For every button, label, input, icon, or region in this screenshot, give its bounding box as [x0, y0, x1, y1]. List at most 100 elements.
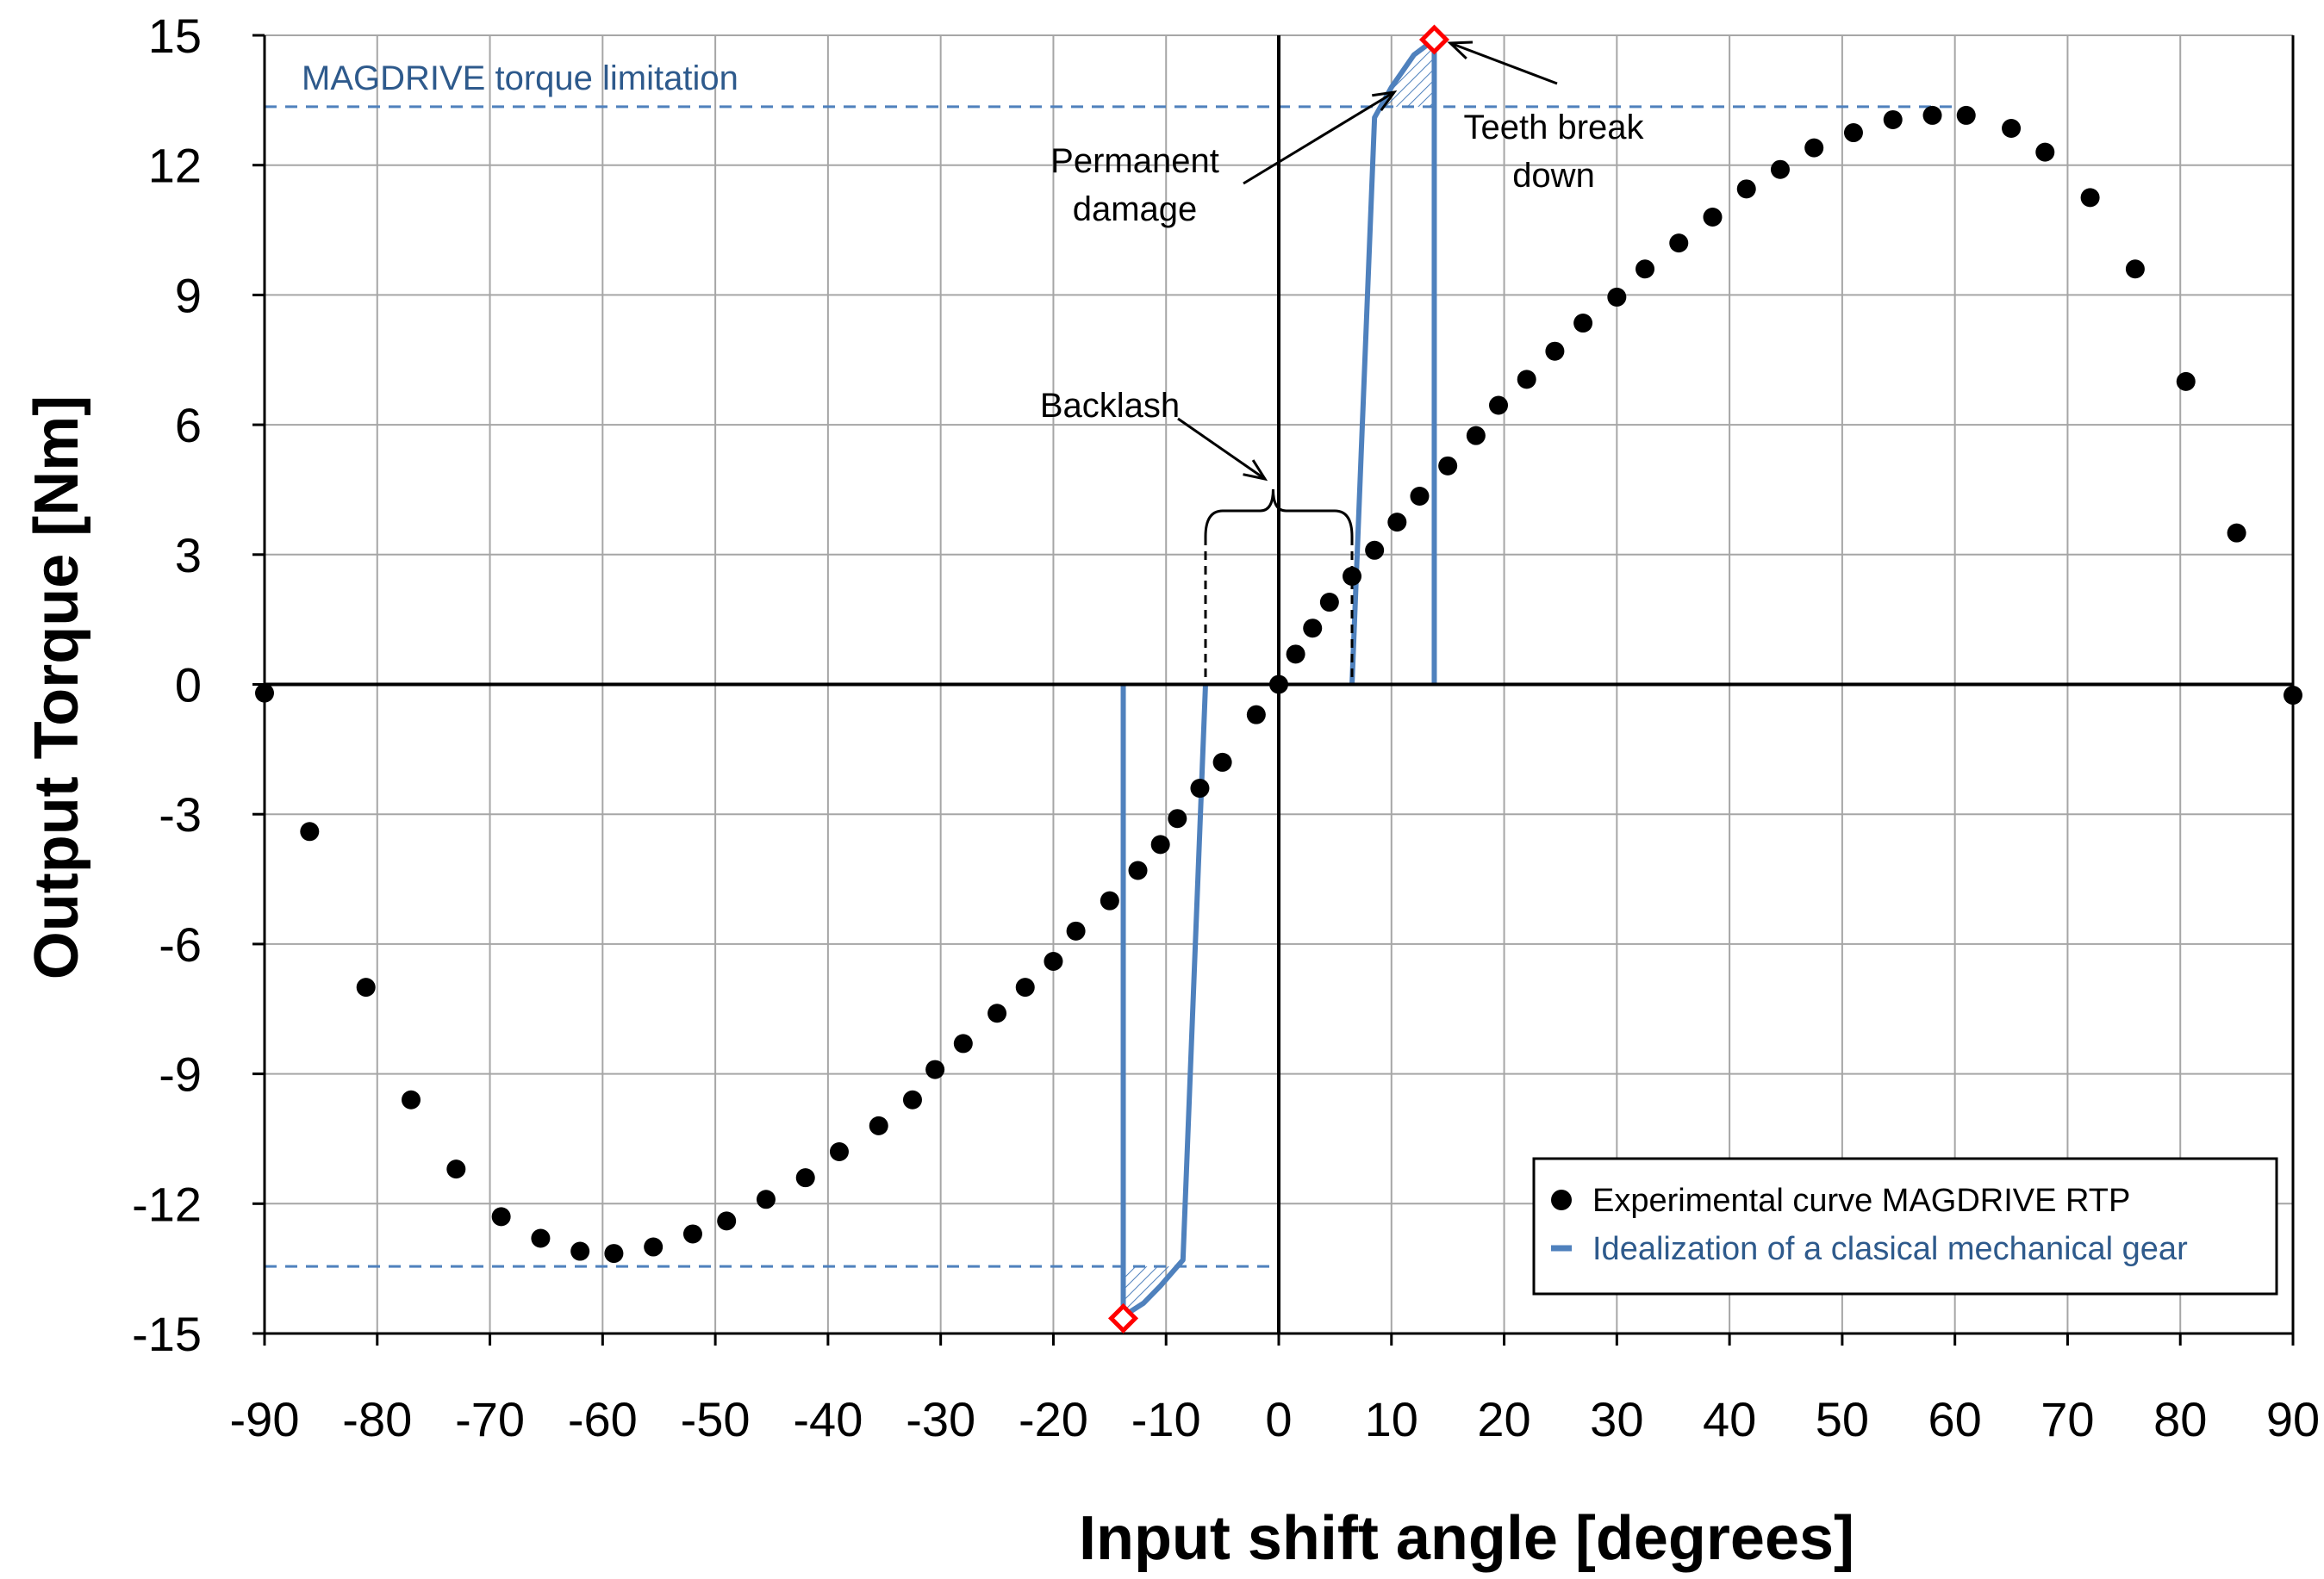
data-point [1286, 644, 1305, 664]
teeth-break-arrow-head [1447, 40, 1474, 60]
data-point [491, 1207, 511, 1227]
data-point [1804, 138, 1824, 158]
data-point [2284, 686, 2302, 706]
data-point [1015, 978, 1035, 998]
backlash-brace [1204, 488, 1354, 538]
x-tick-label: -10 [1131, 1392, 1201, 1446]
ideal-curve-segment-2 [1120, 684, 1208, 1319]
legend-marker-experimental [1551, 1190, 1572, 1210]
data-point [1438, 456, 1458, 476]
x-tick-label: 60 [1928, 1392, 1982, 1446]
data-point [1922, 105, 1942, 125]
data-point [1212, 752, 1232, 772]
break-point-marker [1107, 1302, 1139, 1333]
data-point [1387, 513, 1407, 532]
data-point [1100, 891, 1119, 911]
x-tick-label: -30 [906, 1392, 975, 1446]
data-point [1883, 109, 1903, 129]
y-tick-label: 0 [175, 658, 202, 712]
data-point [2176, 371, 2196, 391]
legend: Experimental curve MAGDRIVE RTP Idealiza… [1532, 1157, 2278, 1296]
x-tick-label: 10 [1365, 1392, 1418, 1446]
data-point [1044, 951, 1063, 971]
data-point [717, 1211, 737, 1231]
data-point [2227, 523, 2246, 543]
legend-label-experimental: Experimental curve MAGDRIVE RTP [1592, 1183, 2130, 1219]
x-tick-label: -80 [342, 1392, 412, 1446]
torque-limit-label: MAGDRIVE torque limitation [302, 59, 738, 97]
data-point [1770, 159, 1790, 179]
x-tick-label: -50 [681, 1392, 751, 1446]
data-point [1607, 287, 1627, 307]
x-tick-label: -40 [793, 1392, 863, 1446]
x-tick-label: 50 [1816, 1392, 1869, 1446]
data-point [1736, 179, 1756, 199]
y-tick-label: -3 [159, 787, 202, 842]
data-point [2080, 188, 2100, 208]
x-tick-label: -20 [1019, 1392, 1088, 1446]
experimental-points [255, 24, 2302, 1333]
data-point [1246, 705, 1266, 724]
data-point [988, 1004, 1007, 1023]
x-tick-label: 40 [1703, 1392, 1756, 1446]
tick-labels: -90 -80 -70 -60 -50 -40 -30 -20 -10 0 10 20 30 40 50 60… [132, 9, 2320, 1446]
backlash-arrow-line [1177, 417, 1266, 481]
data-point [446, 1159, 466, 1179]
annotations: Teeth break down Permanent damage Backlash [1040, 40, 1645, 685]
y-tick-label: 9 [175, 268, 202, 322]
x-tick-label: 70 [2041, 1392, 2094, 1446]
x-tick-label: 90 [2266, 1392, 2320, 1446]
data-point [300, 822, 320, 842]
data-point [902, 1090, 922, 1110]
y-axis-title: Output Torque [Nm] [22, 395, 91, 980]
data-point [1843, 123, 1863, 143]
break-point-marker [1418, 24, 1450, 55]
data-point [795, 1168, 815, 1188]
backlash-label: Backlash [1040, 387, 1180, 425]
y-tick-label: -12 [132, 1177, 202, 1231]
legend-label-ideal: Idealization of a clasical mechanical ge… [1592, 1231, 2188, 1267]
data-point [2125, 259, 2145, 279]
data-point [1466, 426, 1486, 445]
data-point [1703, 207, 1723, 227]
data-point [402, 1090, 421, 1110]
data-point [1517, 370, 1536, 389]
data-point [644, 1237, 664, 1257]
data-point [1956, 105, 1976, 125]
data-point [1269, 674, 1288, 694]
x-tick-label: -60 [568, 1392, 638, 1446]
x-axis-title: Input shift angle [degrees] [1079, 1504, 1854, 1573]
x-tick-label: -70 [455, 1392, 525, 1446]
x-tick-label: 30 [1590, 1392, 1643, 1446]
data-point [1636, 259, 1655, 279]
y-tick-label: 3 [175, 528, 202, 582]
data-point [570, 1241, 590, 1261]
permanent-damage-label: Permanent damage [1050, 142, 1219, 228]
y-tick-label: -9 [159, 1047, 202, 1102]
data-point [1168, 809, 1187, 829]
x-tick-label: 20 [1477, 1392, 1530, 1446]
data-point [1489, 395, 1509, 415]
y-tick-label: 12 [148, 139, 202, 193]
backlash-arrow-head [1243, 459, 1268, 482]
data-point [953, 1034, 973, 1054]
data-point [1128, 861, 1148, 880]
y-tick-label: 6 [175, 398, 202, 452]
data-point [1303, 619, 1323, 638]
permanent-damage-arrow-line [1243, 90, 1395, 185]
data-point [756, 1190, 776, 1209]
legend-box [1532, 1157, 2278, 1296]
data-point [1545, 341, 1565, 361]
data-point [255, 683, 274, 703]
permanent-damage-arrow-head [1372, 90, 1398, 111]
x-tick-label: 80 [2153, 1392, 2207, 1446]
data-point [531, 1228, 551, 1248]
x-tick-label: -90 [230, 1392, 300, 1446]
y-tick-label: 15 [148, 9, 202, 63]
data-point [2035, 142, 2055, 162]
data-point [604, 1244, 624, 1264]
data-point [925, 1060, 945, 1079]
torque-limit-lines: MAGDRIVE torque limitation [265, 59, 1955, 1268]
teeth-break-label: Teeth break down [1463, 109, 1644, 195]
